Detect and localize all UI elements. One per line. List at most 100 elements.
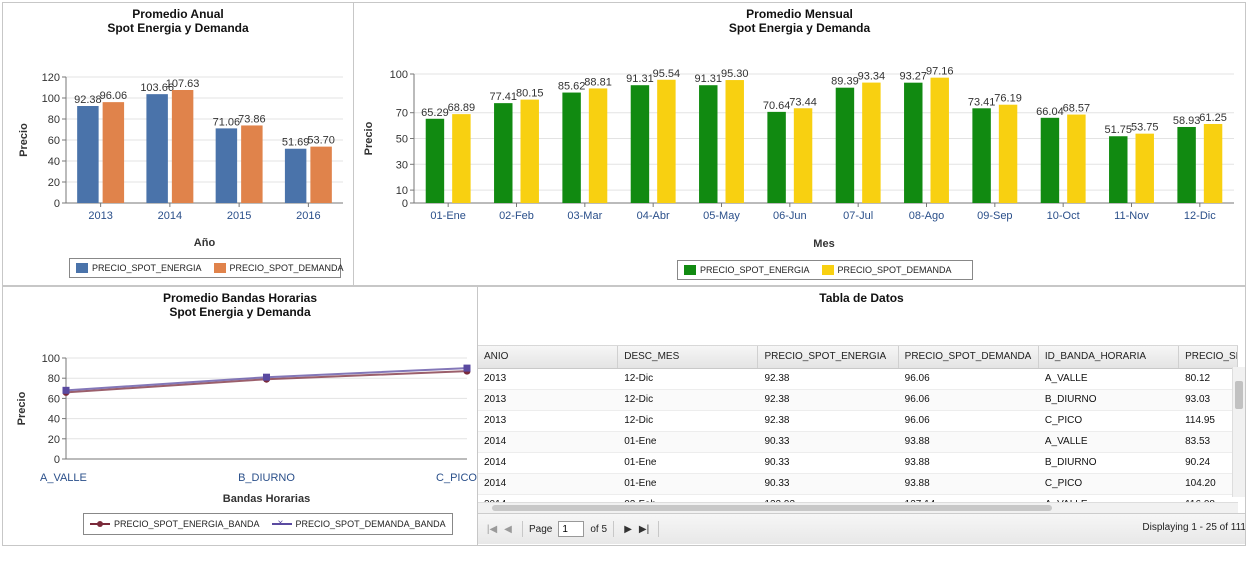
bar — [630, 85, 650, 203]
table-cell: 127.14 — [899, 495, 1039, 502]
column-header-desc-mes[interactable]: DESC_MES — [618, 346, 759, 368]
toolbar-divider — [522, 521, 523, 537]
data-label: 53.75 — [1131, 122, 1159, 134]
legend-label: PRECIO_SPOT_DEMANDA — [229, 263, 344, 273]
y-tick-label: 70 — [396, 108, 408, 120]
data-label: 97.16 — [926, 66, 954, 78]
scroll-thumb[interactable] — [1235, 381, 1243, 409]
table-cell: 90.33 — [764, 457, 790, 468]
data-label: 68.89 — [448, 102, 476, 114]
bar — [520, 99, 539, 203]
bar — [215, 128, 238, 203]
bands-legend-item-demanda[interactable]: × PRECIO_SPOT_DEMANDA_BANDA — [271, 519, 446, 529]
x-tick-label: C_PICO — [436, 472, 477, 484]
vertical-scrollbar[interactable] — [1232, 367, 1245, 497]
data-label: 65.29 — [421, 107, 449, 119]
column-header-precio-si[interactable]: PRECIO_SI — [1179, 346, 1238, 368]
y-axis-title: Precio — [18, 123, 30, 157]
annual-legend-item-demanda[interactable]: PRECIO_SPOT_DEMANDA — [213, 263, 344, 273]
table-cell: 2013 — [484, 394, 507, 405]
legend-swatch — [821, 265, 834, 275]
y-tick-label: 120 — [42, 72, 60, 84]
bar — [1109, 136, 1128, 203]
table-cell: 96.06 — [904, 415, 930, 426]
x-tick-label: 03-Mar — [567, 210, 602, 222]
x-tick-label: 12-Dic — [1184, 210, 1216, 222]
annual-legend-item-energia[interactable]: PRECIO_SPOT_ENERGIA — [76, 263, 202, 273]
bar — [725, 80, 744, 203]
column-header-id-banda-horaria[interactable]: ID_BANDA_HORARIA — [1039, 346, 1180, 368]
legend-label: PRECIO_SPOT_DEMANDA — [837, 265, 952, 275]
table-cell: C_PICO — [1044, 478, 1083, 489]
table-cell: 2014 — [484, 436, 507, 447]
data-label: 93.34 — [858, 71, 886, 83]
last-page-icon[interactable]: ▶| — [638, 523, 650, 535]
table-cell: 93.88 — [904, 457, 930, 468]
data-label: 91.31 — [626, 73, 654, 85]
page-number-input[interactable] — [558, 521, 585, 537]
bar — [77, 106, 99, 203]
table-row[interactable]: 2013 12-Dic 92.38 96.06 A_VALLE 80.12 — [478, 369, 1238, 390]
first-page-icon[interactable]: |◀ — [486, 523, 498, 535]
table-row[interactable]: 2014 01-Ene 90.33 93.88 B_DIURNO 90.24 — [478, 453, 1238, 474]
data-label: 95.30 — [721, 68, 749, 80]
table-cell: 92.38 — [764, 415, 790, 426]
data-label: 73.41 — [968, 96, 996, 108]
data-label: 51.69 — [282, 137, 310, 149]
monthly-legend: PRECIO_SPOT_ENERGIA PRECIO_SPOT_DEMANDA — [677, 260, 973, 280]
bar — [699, 85, 718, 203]
data-label: 68.57 — [1063, 103, 1091, 115]
y-tick-label: 40 — [48, 156, 60, 168]
y-tick-label: 20 — [48, 434, 60, 446]
data-label: 73.86 — [238, 113, 266, 125]
table-row[interactable]: 201402-Feb122.93127.14A_VALLE116.08 — [478, 495, 1238, 502]
table-row[interactable]: 2014 01-Ene 90.33 93.88 A_VALLE 83.53 — [478, 432, 1238, 453]
bar — [588, 88, 608, 203]
data-label: 66.04 — [1036, 106, 1064, 118]
prev-page-icon[interactable]: ◀ — [504, 523, 512, 535]
table-cell: 12-Dic — [624, 394, 654, 405]
table-cell: 2014 — [484, 478, 507, 489]
table-row[interactable]: 2013 12-Dic 92.38 96.06 B_DIURNO 93.03 — [478, 390, 1238, 411]
table-cell: 93.88 — [904, 478, 930, 489]
next-page-icon[interactable]: ▶ — [624, 523, 632, 535]
table-cell: 96.06 — [904, 373, 930, 384]
monthly-legend-item-energia[interactable]: PRECIO_SPOT_ENERGIA — [684, 265, 810, 275]
x-tick-label: 2016 — [296, 210, 320, 222]
y-tick-label: 60 — [48, 393, 60, 405]
bands-legend: PRECIO_SPOT_ENERGIA_BANDA × PRECIO_SPOT_… — [83, 513, 453, 535]
grid-header-row: ANIO DESC_MES PRECIO_SPOT_ENERGIA PRECIO… — [478, 345, 1238, 369]
bar — [1177, 126, 1196, 203]
bar — [1040, 117, 1060, 203]
x-tick-label: 2014 — [158, 210, 182, 222]
horizontal-scrollbar[interactable] — [478, 502, 1238, 513]
table-row[interactable]: 2013 12-Dic 92.38 96.06 C_PICO 114.95 — [478, 411, 1238, 432]
bands-chart-title: Promedio Bandas Horarias Spot Energia y … — [3, 291, 477, 319]
bar — [1203, 123, 1223, 203]
annual-chart-panel: Promedio Anual Spot Energia y Demanda 0 2… — [2, 2, 354, 286]
bar — [657, 79, 676, 203]
bands-legend-item-energia[interactable]: PRECIO_SPOT_ENERGIA_BANDA — [90, 519, 260, 529]
column-header-precio-spot-energia[interactable]: PRECIO_SPOT_ENERGIA — [758, 346, 899, 368]
column-header-precio-spot-demanda[interactable]: PRECIO_SPOT_DEMANDA — [899, 346, 1039, 368]
legend-line-marker — [90, 519, 110, 529]
x-tick-label: 2013 — [88, 210, 112, 222]
x-tick-label: 10-Oct — [1047, 210, 1080, 222]
toolbar-divider — [658, 521, 660, 537]
x-tick-label: 08-Ago — [909, 210, 944, 222]
data-label: 71.06 — [213, 116, 241, 128]
table-cell: B_DIURNO — [1044, 394, 1097, 405]
monthly-title-line1: Promedio Mensual — [746, 7, 853, 21]
bar — [171, 89, 194, 203]
table-cell: 114.95 — [1185, 415, 1215, 426]
table-cell: A_VALLE — [1044, 373, 1088, 384]
monthly-legend-item-demanda[interactable]: PRECIO_SPOT_DEMANDA — [821, 265, 952, 275]
table-cell: 01-Ene — [624, 478, 657, 489]
table-row[interactable]: 2014 01-Ene 90.33 93.88 C_PICO 104.20 — [478, 474, 1238, 495]
scroll-thumb[interactable] — [492, 505, 1052, 511]
legend-label: PRECIO_SPOT_ENERGIA — [92, 263, 202, 273]
data-label: 77.41 — [490, 91, 518, 103]
column-header-anio[interactable]: ANIO — [478, 346, 619, 368]
data-label: 70.64 — [763, 100, 791, 112]
